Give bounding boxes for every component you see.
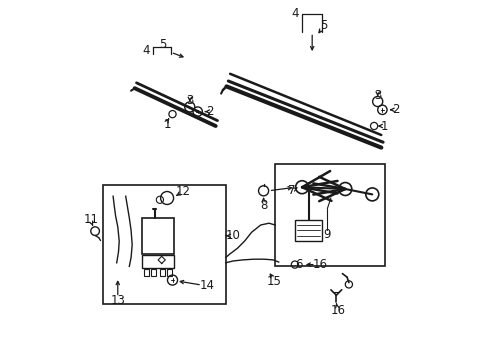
Bar xyxy=(143,269,149,276)
Text: 1: 1 xyxy=(163,118,170,131)
Text: 1: 1 xyxy=(380,120,388,132)
Text: 13: 13 xyxy=(110,294,125,307)
Text: 2: 2 xyxy=(206,105,214,118)
Text: 16: 16 xyxy=(330,304,345,317)
Bar xyxy=(167,269,172,276)
Bar xyxy=(103,185,225,304)
Text: 16: 16 xyxy=(312,258,327,271)
Text: 4: 4 xyxy=(142,44,150,57)
Bar xyxy=(142,255,174,268)
Text: 5: 5 xyxy=(159,38,166,51)
Bar xyxy=(294,220,321,241)
Text: 12: 12 xyxy=(176,185,190,198)
Text: 2: 2 xyxy=(391,103,399,116)
Bar xyxy=(151,269,156,276)
Bar xyxy=(160,269,165,276)
Text: 8: 8 xyxy=(259,199,267,212)
Text: 3: 3 xyxy=(186,94,193,107)
Text: 3: 3 xyxy=(373,89,381,102)
Bar xyxy=(275,164,384,266)
Bar xyxy=(142,218,174,254)
Text: 11: 11 xyxy=(84,213,99,226)
Text: 4: 4 xyxy=(290,7,298,20)
Text: 5: 5 xyxy=(319,19,327,32)
Text: 10: 10 xyxy=(225,229,240,242)
Text: 9: 9 xyxy=(323,228,330,240)
Text: 7: 7 xyxy=(287,184,294,197)
Text: 15: 15 xyxy=(266,275,281,288)
Text: 14: 14 xyxy=(199,279,214,292)
Text: 6: 6 xyxy=(295,258,303,271)
